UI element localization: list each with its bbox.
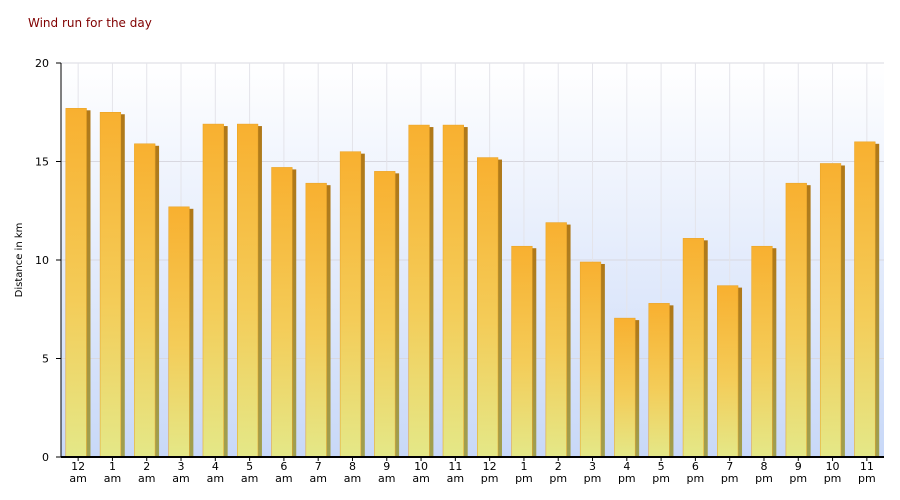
- chart-title: Wind run for the day: [28, 16, 152, 30]
- bar: [614, 317, 636, 458]
- bar: [717, 285, 739, 458]
- bar-shade: [532, 248, 537, 457]
- bar: [408, 124, 430, 458]
- y-tick-label: 5: [42, 353, 49, 366]
- bar: [579, 261, 602, 458]
- bar-shade: [772, 248, 777, 457]
- x-tick-label: 9 am: [378, 460, 396, 485]
- bar-shade: [292, 169, 297, 457]
- bar: [477, 157, 499, 458]
- bar: [511, 245, 533, 458]
- bar-shade: [86, 110, 91, 457]
- y-tick-label: 15: [35, 156, 49, 169]
- bar-shade: [497, 159, 502, 457]
- bar-shade: [566, 224, 571, 457]
- x-tick-label: 10 am: [412, 460, 430, 485]
- y-tick-label: 20: [35, 57, 49, 70]
- bar-shade: [120, 114, 125, 457]
- bar: [819, 163, 842, 458]
- x-tick-label: 2 pm: [549, 460, 568, 485]
- bar-shade: [189, 208, 194, 457]
- bar-shade: [875, 143, 880, 458]
- bar-shade: [600, 263, 605, 457]
- bar-shade: [326, 185, 331, 458]
- x-tick-label: 2 am: [137, 460, 156, 485]
- x-tick-label: 7 pm: [720, 460, 739, 485]
- x-tick-label: 9 pm: [789, 460, 808, 485]
- bar: [202, 123, 224, 458]
- bar: [168, 206, 190, 458]
- x-tick-label: 8 am: [343, 460, 362, 485]
- bar-shade: [395, 173, 400, 457]
- bar-shade: [840, 165, 845, 457]
- bar-shade: [257, 126, 262, 457]
- x-tick-label: 6 am: [275, 460, 293, 485]
- bar-shade: [669, 305, 674, 457]
- bar-shade: [223, 126, 228, 457]
- bar: [305, 182, 327, 458]
- bar-shade: [429, 127, 434, 458]
- bar: [134, 143, 156, 458]
- bar-shade: [360, 153, 365, 457]
- x-tick-label: 3 pm: [583, 460, 602, 485]
- bar: [854, 141, 876, 458]
- bar: [682, 238, 704, 458]
- x-tick-label: 5 pm: [652, 460, 670, 485]
- bar: [374, 171, 396, 458]
- x-tick-label: 12 pm: [480, 460, 499, 485]
- bar: [785, 182, 807, 458]
- bar: [442, 124, 464, 458]
- bar-shade: [738, 287, 743, 457]
- bar: [545, 222, 567, 458]
- x-tick-label: 1 am: [103, 460, 122, 485]
- y-tick-label: 10: [35, 254, 49, 267]
- bar-shade: [155, 145, 160, 457]
- bar: [648, 303, 670, 458]
- bar-shade: [635, 320, 640, 457]
- bar-shade: [703, 240, 708, 457]
- x-tick-label: 6 pm: [686, 460, 705, 485]
- y-tick-label: 0: [42, 451, 49, 464]
- x-tick-label: 7 am: [309, 460, 327, 485]
- x-tick-label: 5 am: [240, 460, 259, 485]
- x-tick-label: 12 am: [69, 460, 87, 485]
- bar: [751, 245, 773, 458]
- x-tick-label: 8 pm: [755, 460, 773, 485]
- bar-shade: [806, 185, 811, 458]
- bar: [99, 112, 122, 458]
- bar: [237, 123, 259, 458]
- bar: [339, 151, 362, 458]
- x-tick-label: 10 pm: [823, 460, 842, 485]
- x-tick-label: 11 am: [446, 460, 465, 485]
- y-axis-label: Distance in km: [14, 223, 25, 298]
- x-tick-label: 4 am: [206, 460, 225, 485]
- x-tick-label: 3 am: [172, 460, 190, 485]
- bar: [65, 108, 87, 458]
- x-tick-label: 1 pm: [515, 460, 533, 485]
- bar: [271, 167, 293, 458]
- x-tick-label: 4 pm: [617, 460, 636, 485]
- x-tick-label: 11 pm: [857, 460, 876, 485]
- bar-shade: [463, 127, 468, 458]
